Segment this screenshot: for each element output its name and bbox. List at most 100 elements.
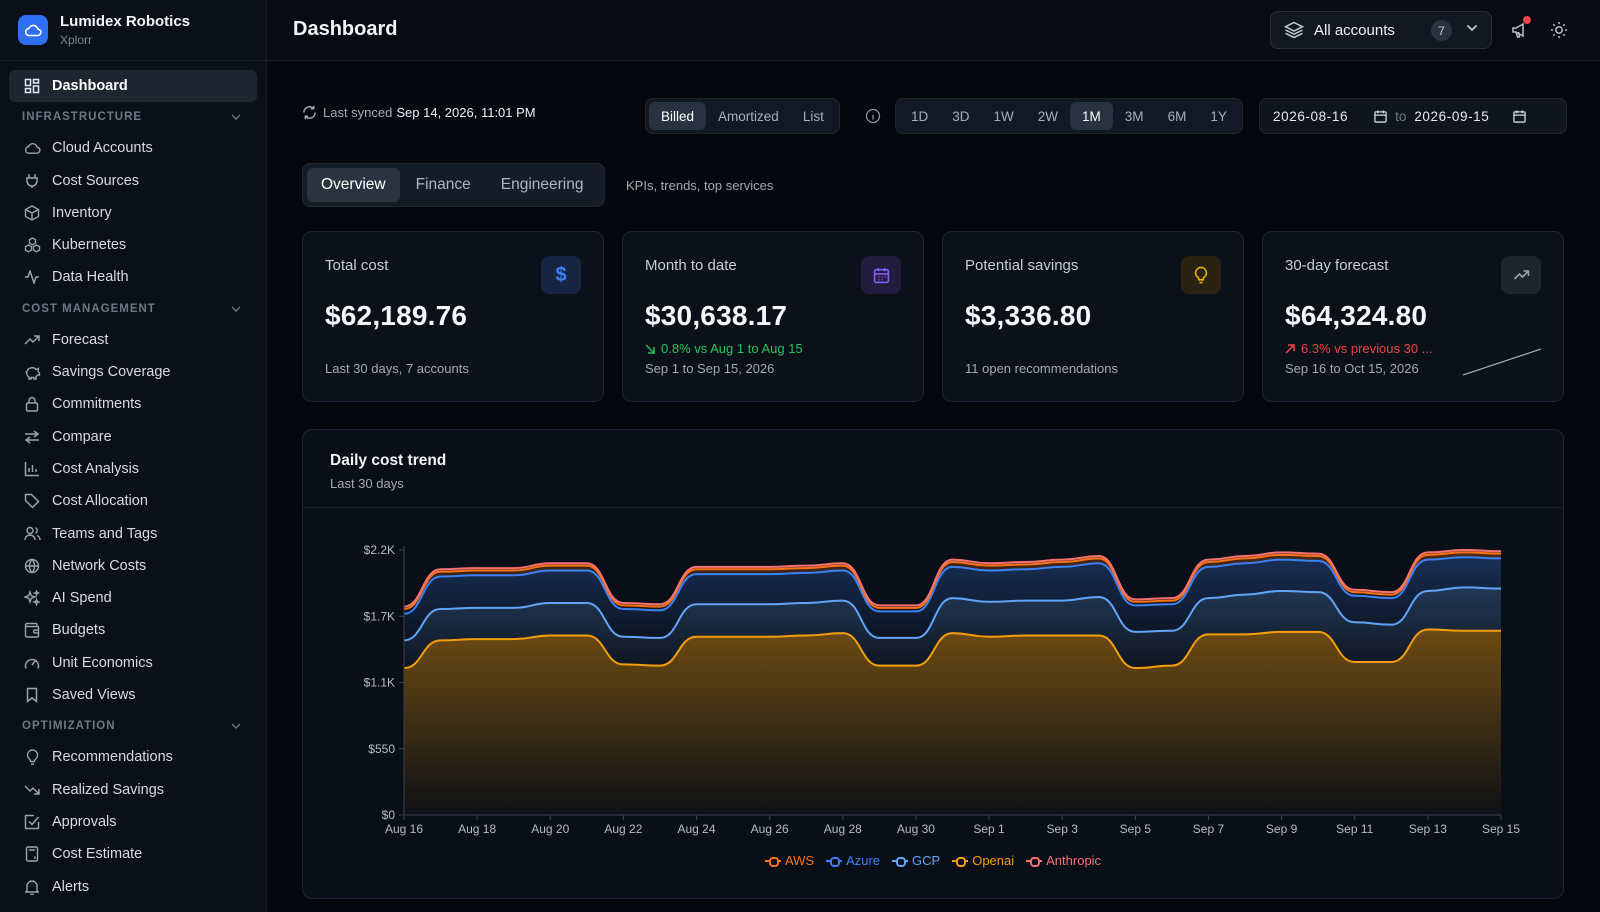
sidebar-item-label: Teams and Tags bbox=[52, 525, 158, 542]
sidebar-item-label: Cost Analysis bbox=[52, 460, 140, 477]
x-tick-label: Aug 26 bbox=[751, 822, 789, 836]
gauge-icon bbox=[23, 654, 41, 672]
sidebar-item-label: Inventory bbox=[52, 204, 112, 221]
sidebar-item-kubernetes[interactable]: Kubernetes bbox=[9, 229, 257, 261]
kpi-value: $30,638.17 bbox=[645, 300, 788, 331]
info-icon[interactable] bbox=[865, 108, 881, 124]
range-1d[interactable]: 1D bbox=[911, 108, 929, 124]
kpi-card-month-to-date[interactable]: Month to date $30,638.17 0.8% vs Aug 1 t… bbox=[622, 231, 924, 402]
cost-mode-amortized[interactable]: Amortized bbox=[718, 108, 779, 124]
account-selector[interactable]: All accounts 7 bbox=[1270, 11, 1492, 49]
range-3m[interactable]: 3M bbox=[1124, 108, 1144, 124]
brand[interactable]: Lumidex Robotics Xplorr bbox=[0, 0, 266, 61]
y-tick-label: $0 bbox=[382, 808, 396, 822]
x-tick-label: Aug 16 bbox=[385, 822, 423, 836]
cost-mode-billed[interactable]: Billed bbox=[649, 102, 707, 130]
sidebar-item-cost-sources[interactable]: Cost Sources bbox=[9, 165, 257, 197]
sidebar-item-unit-economics[interactable]: Unit Economics bbox=[9, 647, 257, 679]
range-6m[interactable]: 6M bbox=[1167, 108, 1187, 124]
box-icon bbox=[23, 204, 41, 222]
sidebar-item-recommendations[interactable]: Recommendations bbox=[9, 741, 257, 773]
legend-item-openai[interactable]: Openai bbox=[952, 853, 1014, 868]
range-2w[interactable]: 2W bbox=[1037, 108, 1059, 124]
megaphone-icon[interactable] bbox=[1510, 20, 1530, 40]
kpi-value: $64,324.80 bbox=[1285, 300, 1428, 331]
dollar-icon: $ bbox=[541, 256, 581, 294]
sync-label: Last synced bbox=[323, 105, 393, 120]
kpi-card-forecast[interactable]: 30-day forecast $64,324.80 6.3% vs previ… bbox=[1262, 231, 1564, 402]
legend-item-azure[interactable]: Azure bbox=[826, 853, 880, 868]
kpi-value: $62,189.76 bbox=[325, 300, 468, 331]
top-bar: Dashboard All accounts 7 bbox=[267, 0, 1600, 61]
sidebar-item-saved-views[interactable]: Saved Views bbox=[9, 679, 257, 711]
boxes-icon bbox=[23, 236, 41, 254]
sidebar-item-approvals[interactable]: Approvals bbox=[9, 806, 257, 838]
sync-status: Last synced Sep 14, 2026, 11:01 PM bbox=[302, 105, 536, 120]
area-gcp bbox=[404, 587, 1501, 669]
tab-finance[interactable]: Finance bbox=[415, 176, 471, 193]
refresh-icon[interactable] bbox=[302, 105, 317, 120]
users-icon bbox=[23, 525, 41, 543]
date-from-field[interactable]: 2026-08-16 bbox=[1273, 108, 1349, 124]
legend-marker-icon bbox=[952, 856, 969, 867]
sidebar-item-inventory[interactable]: Inventory bbox=[9, 197, 257, 229]
sidebar-item-label: Alerts bbox=[52, 878, 90, 895]
tab-engineering[interactable]: Engineering bbox=[500, 176, 584, 193]
range-1m[interactable]: 1M bbox=[1070, 102, 1113, 130]
calendar-icon[interactable] bbox=[1513, 109, 1527, 123]
kpi-card-total-cost[interactable]: Total cost $ $62,189.76 Last 30 days, 7 … bbox=[302, 231, 604, 402]
sun-icon[interactable] bbox=[1549, 20, 1569, 40]
sidebar-item-realized-savings[interactable]: Realized Savings bbox=[9, 774, 257, 806]
sidebar-item-cost-allocation[interactable]: Cost Allocation bbox=[9, 485, 257, 517]
kpi-card-potential-savings[interactable]: Potential savings $3,336.80 11 open reco… bbox=[942, 231, 1244, 402]
range-3d[interactable]: 3D bbox=[952, 108, 970, 124]
sidebar-item-label: Realized Savings bbox=[52, 781, 165, 798]
sidebar-item-label: Cost Estimate bbox=[52, 846, 143, 863]
legend-marker-icon bbox=[892, 856, 909, 867]
sidebar-item-cost-estimate[interactable]: Cost Estimate bbox=[9, 838, 257, 870]
sidebar-item-savings-coverage[interactable]: Savings Coverage bbox=[9, 356, 257, 388]
tab-overview[interactable]: Overview bbox=[307, 168, 400, 202]
section-cost-management[interactable]: COST MANAGEMENT bbox=[9, 294, 257, 324]
range-1w[interactable]: 1W bbox=[993, 108, 1014, 124]
trend-up-icon bbox=[1501, 256, 1541, 294]
section-infrastructure[interactable]: INFRASTRUCTURE bbox=[9, 102, 257, 132]
check-square-icon bbox=[23, 813, 41, 831]
chart-subtitle: Last 30 days bbox=[330, 476, 404, 491]
sidebar-item-network-costs[interactable]: Network Costs bbox=[9, 550, 257, 582]
sidebar-item-commitments[interactable]: Commitments bbox=[9, 388, 257, 420]
dashboard-tabs: Overview Finance Engineering bbox=[302, 163, 605, 207]
plug-icon bbox=[23, 172, 41, 190]
date-to-field[interactable]: 2026-09-15 bbox=[1414, 108, 1490, 124]
x-tick-label: Aug 30 bbox=[897, 822, 935, 836]
sidebar-item-ai-spend[interactable]: AI Spend bbox=[9, 582, 257, 614]
daily-cost-chart[interactable]: $0 $550 $1.1K $1.7K $2.2K Aug 16 Aug 18 Aug 20 A… bbox=[303, 515, 1564, 860]
cost-mode-list[interactable]: List bbox=[802, 108, 824, 124]
lock-icon bbox=[23, 395, 41, 413]
sidebar-item-compare[interactable]: Compare bbox=[9, 421, 257, 453]
bar-chart-icon bbox=[23, 460, 41, 478]
y-tick-label: $1.1K bbox=[364, 676, 395, 690]
calendar-icon[interactable] bbox=[1374, 109, 1387, 123]
range-1y[interactable]: 1Y bbox=[1210, 108, 1227, 124]
section-optimization[interactable]: OPTIMIZATION bbox=[9, 711, 257, 741]
globe-icon bbox=[23, 557, 41, 575]
account-count-badge: 7 bbox=[1431, 20, 1452, 41]
sidebar-item-dashboard[interactable]: Dashboard bbox=[9, 70, 257, 102]
chevron-down-icon bbox=[1466, 24, 1478, 32]
product-name: Xplorr bbox=[60, 33, 93, 47]
sidebar-item-alerts[interactable]: Alerts bbox=[9, 871, 257, 903]
sidebar-item-teams-and-tags[interactable]: Teams and Tags bbox=[9, 518, 257, 550]
sidebar-item-forecast[interactable]: Forecast bbox=[9, 324, 257, 356]
legend-item-aws[interactable]: AWS bbox=[764, 853, 814, 868]
legend-item-gcp[interactable]: GCP bbox=[892, 853, 940, 868]
sidebar-item-budgets[interactable]: Budgets bbox=[9, 614, 257, 646]
x-tick-label: Sep 1 bbox=[973, 822, 1005, 836]
sidebar-item-data-health[interactable]: Data Health bbox=[9, 261, 257, 293]
sidebar-item-cloud-accounts[interactable]: Cloud Accounts bbox=[9, 132, 257, 164]
legend-marker-icon bbox=[764, 856, 781, 867]
cloud-icon bbox=[23, 139, 41, 157]
lightbulb-icon bbox=[1181, 256, 1221, 294]
legend-item-anthropic[interactable]: Anthropic bbox=[1026, 853, 1101, 868]
sidebar-item-cost-analysis[interactable]: Cost Analysis bbox=[9, 453, 257, 485]
